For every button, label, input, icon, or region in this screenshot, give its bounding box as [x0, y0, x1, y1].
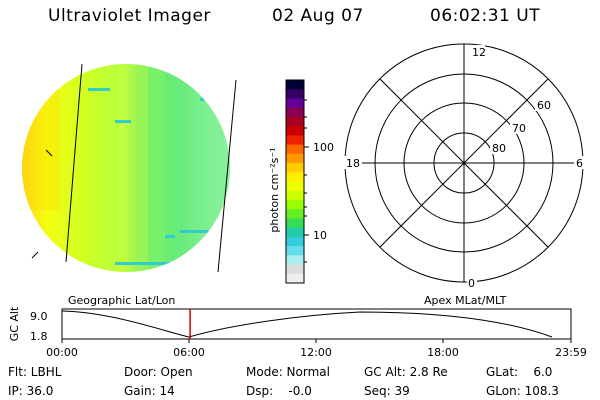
seq-readout: Seq: 39 [364, 384, 410, 398]
colorbar-cell [286, 135, 304, 146]
colorbar-cell [286, 236, 304, 247]
timeline-y-axis-label: GC Alt [8, 306, 21, 341]
colorbar-cell [286, 153, 304, 164]
timeline-x-tick-1200: 12:00 [300, 346, 332, 359]
timeline-x-tick-0000: 00:00 [46, 346, 78, 359]
gain-readout: Gain: 14 [124, 384, 175, 398]
colorbar-cell [286, 218, 304, 229]
uvi-earth-image [22, 63, 237, 273]
colorbar-tick-10: 10 [313, 229, 327, 242]
lat-label-80: 80 [492, 142, 506, 155]
orbit-altitude-timeline: Geographic Lat/Lon Apex MLat/MLT GC Alt … [8, 294, 587, 359]
colorbar-cell [286, 227, 304, 238]
timeline-right-title: Apex MLat/MLT [424, 294, 507, 307]
instrument-title: Ultraviolet Imager [48, 6, 211, 26]
colorbar-cell [286, 144, 304, 155]
glat-readout: GLat: 6.0 [486, 365, 553, 379]
filter-readout: Flt: LBHL [8, 365, 62, 379]
gc-alt-readout: GC Alt: 2.8 Re [364, 365, 448, 379]
timeline-y-tick-1-8: 1.8 [30, 330, 48, 343]
swath-line-right [217, 79, 237, 273]
swath-line-left [65, 63, 83, 263]
glon-readout: GLon: 108.3 [486, 384, 559, 398]
colorbar-cell [286, 181, 304, 192]
colorbar-unit-label: photon cm⁻²s⁻¹ [268, 147, 281, 232]
colorbar-cell [286, 209, 304, 220]
colorbar-cell [286, 80, 304, 90]
colorbar-cell [286, 163, 304, 173]
colorbar-cell [286, 255, 304, 266]
mlt-label-6: 6 [576, 157, 583, 170]
colorbar-tick-100: 100 [313, 141, 334, 154]
dsp-readout: Dsp: -0.0 [246, 384, 312, 398]
colorbar-cell [286, 89, 304, 100]
colorbar-cell [286, 246, 304, 256]
colorbar-cell [286, 172, 304, 183]
mlt-label-12: 12 [472, 46, 486, 59]
polar-grid-plot [344, 43, 584, 283]
colorbar-cell [286, 107, 304, 118]
mode-readout: Mode: Normal [246, 365, 330, 379]
door-readout: Door: Open [124, 365, 193, 379]
colorbar-cell [286, 126, 304, 136]
colorbar-cell [286, 190, 304, 201]
timeline-y-tick-9: 9.0 [30, 310, 48, 323]
colorbar-cell [286, 264, 304, 275]
ip-readout: IP: 36.0 [8, 384, 54, 398]
timeline-x-tick-1800: 18:00 [427, 346, 459, 359]
mlt-label-0: 0 [468, 277, 475, 290]
lat-label-70: 70 [512, 122, 526, 135]
colorbar-scale [286, 80, 304, 284]
timeline-left-title: Geographic Lat/Lon [68, 294, 175, 307]
colorbar-cell [286, 98, 304, 109]
colorbar-cell [286, 199, 304, 210]
altitude-curve [61, 310, 553, 338]
image-time: 06:02:31 UT [430, 6, 541, 26]
timeline-x-tick-2359: 23:59 [555, 346, 587, 359]
colorbar: 100 10 photon cm⁻²s⁻¹ [268, 79, 334, 284]
timeline-x-tick-0600: 06:00 [173, 346, 205, 359]
image-date: 02 Aug 07 [272, 6, 364, 26]
colorbar-cell [286, 116, 304, 127]
mlt-label-18: 18 [346, 157, 360, 170]
colorbar-cell [286, 273, 304, 284]
lat-label-60: 60 [537, 99, 551, 112]
